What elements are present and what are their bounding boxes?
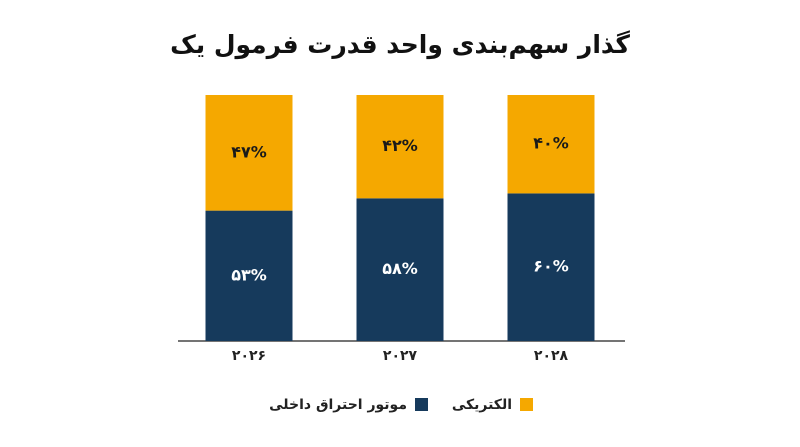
value-label: ۶۰%: [533, 257, 569, 276]
legend-label: الکتریکی: [452, 397, 512, 413]
value-label: ۵۳%: [231, 265, 267, 284]
bar-segment: [507, 95, 595, 194]
chart-title: گذار سهم‌بندی واحد قدرت فرمول یک: [170, 30, 630, 60]
bar-segment: [356, 95, 444, 199]
x-tick-label: ۲۰۲۷: [383, 348, 418, 364]
bar-segment: [356, 198, 444, 341]
bar-segment: [205, 95, 293, 211]
value-label: ۴۰%: [533, 134, 569, 153]
legend-swatch: [415, 398, 428, 411]
legend-swatch: [520, 398, 533, 411]
legend-label: موتور احتراق داخلی: [269, 397, 407, 413]
value-label: ۴۷%: [231, 142, 267, 161]
value-label: ۵۸%: [382, 259, 418, 278]
x-tick-label: ۲۰۲۶: [232, 348, 266, 364]
bar-segment: [205, 210, 293, 341]
x-tick-label: ۲۰۲۸: [534, 348, 569, 364]
bar-segment: [507, 193, 595, 341]
value-label: ۴۲%: [382, 136, 418, 155]
